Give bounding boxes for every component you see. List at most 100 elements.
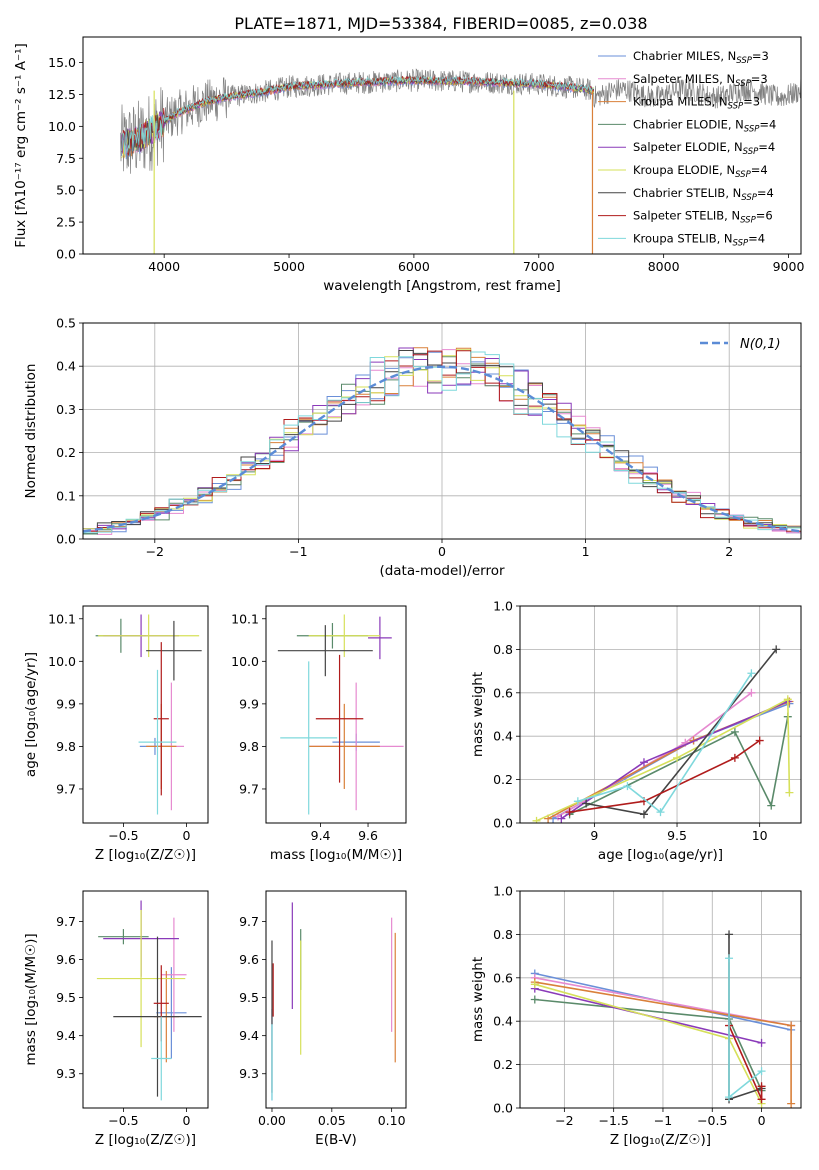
mass-weight-point: [639, 810, 648, 819]
legend-label-value: =4: [757, 186, 774, 200]
mass-weight-point: [787, 1099, 796, 1108]
x-tick-label: −2: [555, 1113, 573, 1128]
legend-label: Salpeter MILES, NSSP=3: [633, 72, 768, 89]
y-tick-label: 0.2: [56, 445, 76, 460]
x-tick-label: −1: [289, 544, 307, 559]
y-tick-label: 5.0: [56, 183, 76, 198]
y-tick-label: 12.5: [48, 87, 76, 102]
legend-label-value: =4: [748, 231, 765, 245]
mass-weight-point: [725, 930, 734, 939]
spectrum-panel: 4000 5000 6000 7000 8000 9000 0.0 2.5 5.0 7.5 10.0…: [13, 36, 805, 294]
y-axis-label: Normed distribution: [23, 364, 39, 499]
x-axis-label: Z [log₁₀(Z/Z☉)]: [95, 847, 196, 863]
mass-weight-point: [565, 808, 574, 817]
plot-frame: [82, 605, 209, 824]
mass-weight-point: [757, 1067, 766, 1076]
normal-distribution-curve: [83, 365, 801, 533]
y-tick-label: 10.1: [231, 611, 259, 626]
x-axis-label: Z [log₁₀(Z/Z☉)]: [95, 1132, 196, 1148]
x-axis-label: age [log₁₀(age/yr)]: [598, 847, 723, 863]
y-axis-label: mass weight: [470, 672, 486, 757]
mass-weight-point: [747, 688, 756, 697]
legend-label-subscript: SSP: [733, 238, 749, 248]
legend-label-value: =3: [743, 95, 760, 109]
plot-area: [96, 900, 202, 1101]
legend-label-main: Chabrier STELIB, N: [633, 186, 741, 200]
y-tick-label: 9.6: [56, 952, 76, 967]
residual-histogram-step: [83, 351, 801, 534]
plot-frame: [82, 890, 209, 1109]
mass-weight-point: [755, 736, 764, 745]
x-tick-label: 0: [758, 1113, 766, 1128]
y-tick-label: 10.0: [231, 654, 259, 669]
x-tick-label: −1: [654, 1113, 672, 1128]
plot-area: [277, 614, 404, 815]
y-axis-label: Flux [fλ10⁻¹⁷ erg cm⁻² s⁻¹ A⁻¹]: [13, 43, 29, 248]
x-tick-label: −0.5: [108, 1113, 138, 1128]
legend-label-value: =3: [752, 49, 769, 63]
mass-weight-point: [757, 1038, 766, 1047]
y-tick-label: 0.4: [56, 359, 76, 374]
mass-vs-ebv-panel: 0.00 0.05 0.10 9.3 9.4 9.5 9.6 9.7 E(B-V): [239, 890, 407, 1148]
y-tick-label: 9.7: [239, 781, 259, 796]
x-tick-label: 0.10: [378, 1113, 406, 1128]
y-tick-label: 9.5: [56, 990, 76, 1005]
age-vs-metallicity-panel: −0.5 0 9.7 9.8 9.9 10.0 10.1 Z [log₁₀(Z/Z☉)] age…: [23, 605, 209, 863]
x-tick-label: 0: [183, 828, 191, 843]
legend-label-subscript: SSP: [744, 124, 760, 134]
legend-label-value: =4: [758, 140, 775, 154]
legend-label-subscript: SSP: [743, 147, 759, 157]
x-tick-label: −0.5: [108, 828, 138, 843]
x-tick-label: 5000: [273, 259, 305, 274]
y-tick-label: 9.6: [239, 952, 259, 967]
x-tick-label: 2: [725, 544, 733, 559]
mass-weight-point: [757, 1082, 766, 1091]
mass-weight-point: [785, 788, 794, 797]
plot-frame: [519, 605, 802, 824]
y-tick-label: 9.8: [239, 739, 259, 754]
mass-weight-vs-metallicity-panel: −2 −1.5 −1 −0.5 0 0.0 0.2 0.4 0.6 0.8 1.0 Z [log₁₀(…: [470, 884, 802, 1148]
mass-weight-line: [569, 739, 761, 813]
legend-label-subscript: SSP: [741, 193, 757, 203]
x-tick-label: −2: [146, 544, 164, 559]
mass-weight-point: [582, 799, 591, 808]
y-tick-label: 0.1: [56, 488, 76, 503]
legend-label-subscript: SSP: [740, 216, 756, 226]
mass-weight-point: [656, 808, 665, 817]
mass-weight-point: [730, 753, 739, 762]
legend-label: Kroupa STELIB, NSSP=4: [633, 231, 765, 248]
legend-label-subscript: SSP: [735, 170, 751, 180]
x-tick-label: 4000: [148, 259, 180, 274]
y-axis-label: mass weight: [470, 957, 486, 1042]
legend-label-main: Salpeter STELIB, N: [633, 209, 740, 223]
legend-label: Kroupa MILES, NSSP=3: [633, 95, 760, 112]
mass-weight-point: [787, 1021, 796, 1030]
y-axis-label: age [log₁₀(age/yr)]: [23, 652, 39, 777]
y-tick-label: 0.2: [493, 772, 513, 787]
mass-weight-point: [747, 669, 756, 678]
y-tick-label: 0.5: [56, 316, 76, 331]
x-tick-label: 1: [582, 544, 590, 559]
y-tick-label: 7.5: [56, 151, 76, 166]
x-tick-label: 9: [590, 828, 598, 843]
mass-weight-point: [530, 980, 539, 989]
residuals-histogram-panel: −2 −1 0 1 2 0.0 0.1 0.2 0.3 0.4 0.5 (data-model)/er…: [23, 316, 802, 579]
mass-weight-point: [725, 954, 734, 963]
legend-label-main: Salpeter MILES, N: [633, 72, 735, 86]
y-tick-label: 0.8: [493, 927, 513, 942]
y-tick-label: 9.8: [56, 739, 76, 754]
y-tick-label: 0.6: [493, 685, 513, 700]
y-tick-label: 0.8: [493, 642, 513, 657]
x-axis-label: E(B-V): [315, 1132, 357, 1148]
x-tick-label: 9000: [773, 259, 805, 274]
mass-weight-point: [573, 797, 582, 806]
mass-weight-point: [757, 1095, 766, 1104]
x-tick-label: 9.4: [311, 828, 331, 843]
x-tick-label: 0: [183, 1113, 191, 1128]
age-vs-mass-panel: 9.4 9.6 9.7 9.8 9.9 10.0 10.1 mass [log₁₀(M/M☉)…: [231, 605, 407, 863]
legend-label: Chabrier MILES, NSSP=3: [633, 49, 769, 66]
mass-weight-line: [569, 716, 789, 816]
mass-weight-point: [767, 801, 776, 810]
legend-label: Chabrier STELIB, NSSP=4: [633, 186, 774, 203]
legend-label-main: Chabrier ELODIE, N: [633, 117, 744, 131]
